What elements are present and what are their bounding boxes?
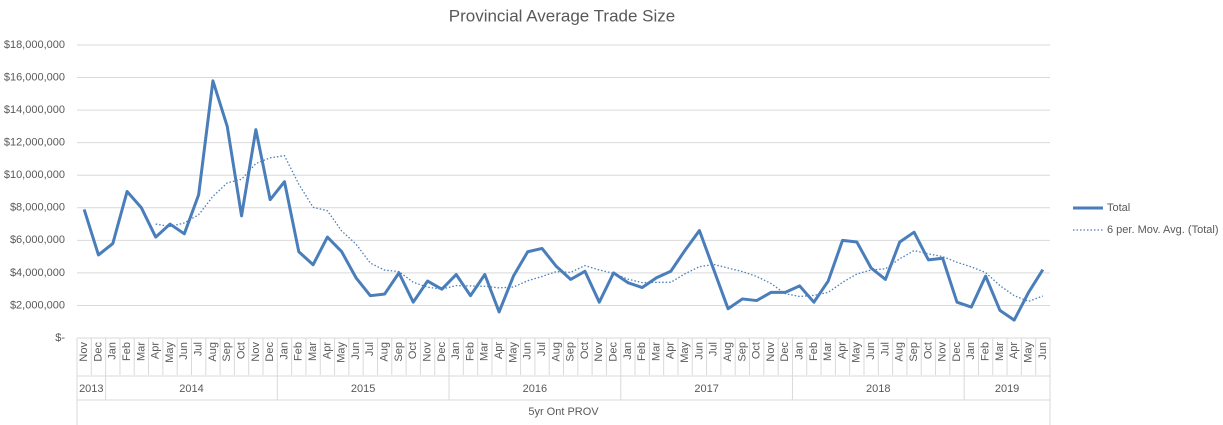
x-tick-label: Feb [121, 342, 133, 361]
x-tick-label: Aug [379, 342, 391, 362]
legend-label: 6 per. Mov. Avg. (Total) [1107, 224, 1218, 236]
x-tick-label: Feb [808, 342, 820, 361]
year-label: 2015 [351, 383, 375, 395]
x-tick-label: Jan [622, 342, 634, 360]
x-group-label: 5yr Ont PROV [528, 406, 599, 418]
series-line [155, 155, 1044, 303]
x-tick-label: May [679, 342, 691, 363]
x-tick-label: Feb [980, 342, 992, 361]
x-tick-label: May [851, 342, 863, 363]
x-tick-label: Jul [364, 342, 376, 356]
x-tick-label: Sep [908, 342, 920, 362]
x-tick-label: Aug [207, 342, 219, 362]
x-tick-label: Nov [937, 342, 949, 362]
x-tick-label: Feb [293, 342, 305, 361]
x-tick-label: Jul [536, 342, 548, 356]
year-label: 2013 [79, 383, 103, 395]
x-tick-label: Dec [951, 342, 963, 362]
year-label: 2014 [179, 383, 203, 395]
x-tick-label: Oct [922, 342, 934, 359]
x-tick-label: Jun [1037, 342, 1049, 360]
x-tick-label: Oct [579, 342, 591, 359]
x-tick-label: Sep [565, 342, 577, 362]
year-label: 2019 [995, 383, 1019, 395]
x-tick-label: Apr [493, 342, 505, 359]
x-tick-label: Jan [107, 342, 119, 360]
x-tick-label: Nov [250, 342, 262, 362]
year-label: 2018 [866, 383, 890, 395]
x-tick-label: Mar [650, 342, 662, 361]
x-tick-label: Nov [765, 342, 777, 362]
x-tick-label: Mar [479, 342, 491, 361]
x-tick-label: Apr [665, 342, 677, 359]
x-tick-label: Apr [150, 342, 162, 359]
y-tick-label: $6,000,000 [10, 234, 65, 246]
x-tick-label: Feb [464, 342, 476, 361]
x-tick-label: Aug [722, 342, 734, 362]
x-tick-label: Apr [836, 342, 848, 359]
y-tick-label: $- [55, 332, 65, 344]
x-tick-label: Nov [421, 342, 433, 362]
year-label: 2016 [523, 383, 547, 395]
x-tick-label: Apr [321, 342, 333, 359]
x-tick-label: Aug [894, 342, 906, 362]
x-tick-label: Jun [693, 342, 705, 360]
legend-label: Total [1107, 202, 1130, 214]
x-tick-label: Jun [350, 342, 362, 360]
x-tick-label: Mar [822, 342, 834, 361]
y-tick-label: $18,000,000 [4, 39, 65, 51]
x-tick-label: Jul [193, 342, 205, 356]
x-tick-label: Dec [607, 342, 619, 362]
x-tick-label: Mar [994, 342, 1006, 361]
x-tick-label: Oct [407, 342, 419, 359]
x-tick-label: May [507, 342, 519, 363]
x-tick-label: Sep [221, 342, 233, 362]
y-tick-label: $8,000,000 [10, 202, 65, 214]
y-tick-label: $12,000,000 [4, 137, 65, 149]
x-tick-label: Mar [307, 342, 319, 361]
x-tick-label: Apr [1008, 342, 1020, 359]
x-tick-label: Jun [522, 342, 534, 360]
x-tick-label: Jun [178, 342, 190, 360]
x-tick-label: Nov [78, 342, 90, 362]
x-tick-label: Dec [92, 342, 104, 362]
x-tick-label: May [164, 342, 176, 363]
x-tick-label: May [1022, 342, 1034, 363]
y-tick-label: $10,000,000 [4, 169, 65, 181]
x-tick-label: Oct [751, 342, 763, 359]
x-tick-label: Jul [708, 342, 720, 356]
series-line [82, 79, 1045, 322]
x-tick-label: Jan [278, 342, 290, 360]
x-tick-label: Jan [965, 342, 977, 360]
y-tick-label: $4,000,000 [10, 267, 65, 279]
y-tick-label: $16,000,000 [4, 71, 65, 83]
x-tick-label: Oct [235, 342, 247, 359]
chart-title: Provincial Average Trade Size [449, 6, 675, 25]
x-tick-label: Mar [135, 342, 147, 361]
x-tick-label: Dec [436, 342, 448, 362]
x-tick-label: Dec [779, 342, 791, 362]
x-tick-label: Feb [636, 342, 648, 361]
x-tick-label: Sep [736, 342, 748, 362]
x-tick-label: Jul [879, 342, 891, 356]
year-label: 2017 [694, 383, 718, 395]
x-tick-label: Jan [794, 342, 806, 360]
x-tick-label: May [336, 342, 348, 363]
x-tick-label: Dec [264, 342, 276, 362]
x-tick-label: Aug [550, 342, 562, 362]
x-tick-label: Sep [393, 342, 405, 362]
y-tick-label: $14,000,000 [4, 104, 65, 116]
x-tick-label: Jun [865, 342, 877, 360]
y-tick-label: $2,000,000 [10, 299, 65, 311]
x-tick-label: Nov [593, 342, 605, 362]
x-tick-label: Jan [450, 342, 462, 360]
